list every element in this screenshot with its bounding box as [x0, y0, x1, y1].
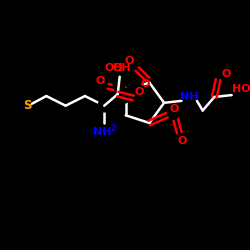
Text: S: S [23, 99, 31, 112]
Text: O: O [96, 76, 105, 86]
Text: O: O [134, 87, 144, 97]
Text: O: O [170, 104, 179, 115]
Text: O: O [178, 136, 187, 146]
Text: NH: NH [93, 127, 112, 137]
Text: 2: 2 [110, 124, 116, 133]
Text: O: O [125, 56, 134, 66]
Text: O: O [221, 69, 230, 79]
Text: HO: HO [232, 84, 250, 94]
Text: O: O [140, 80, 149, 90]
Text: OH: OH [112, 63, 131, 73]
Text: NH: NH [180, 92, 199, 102]
Text: OH: OH [104, 63, 123, 73]
